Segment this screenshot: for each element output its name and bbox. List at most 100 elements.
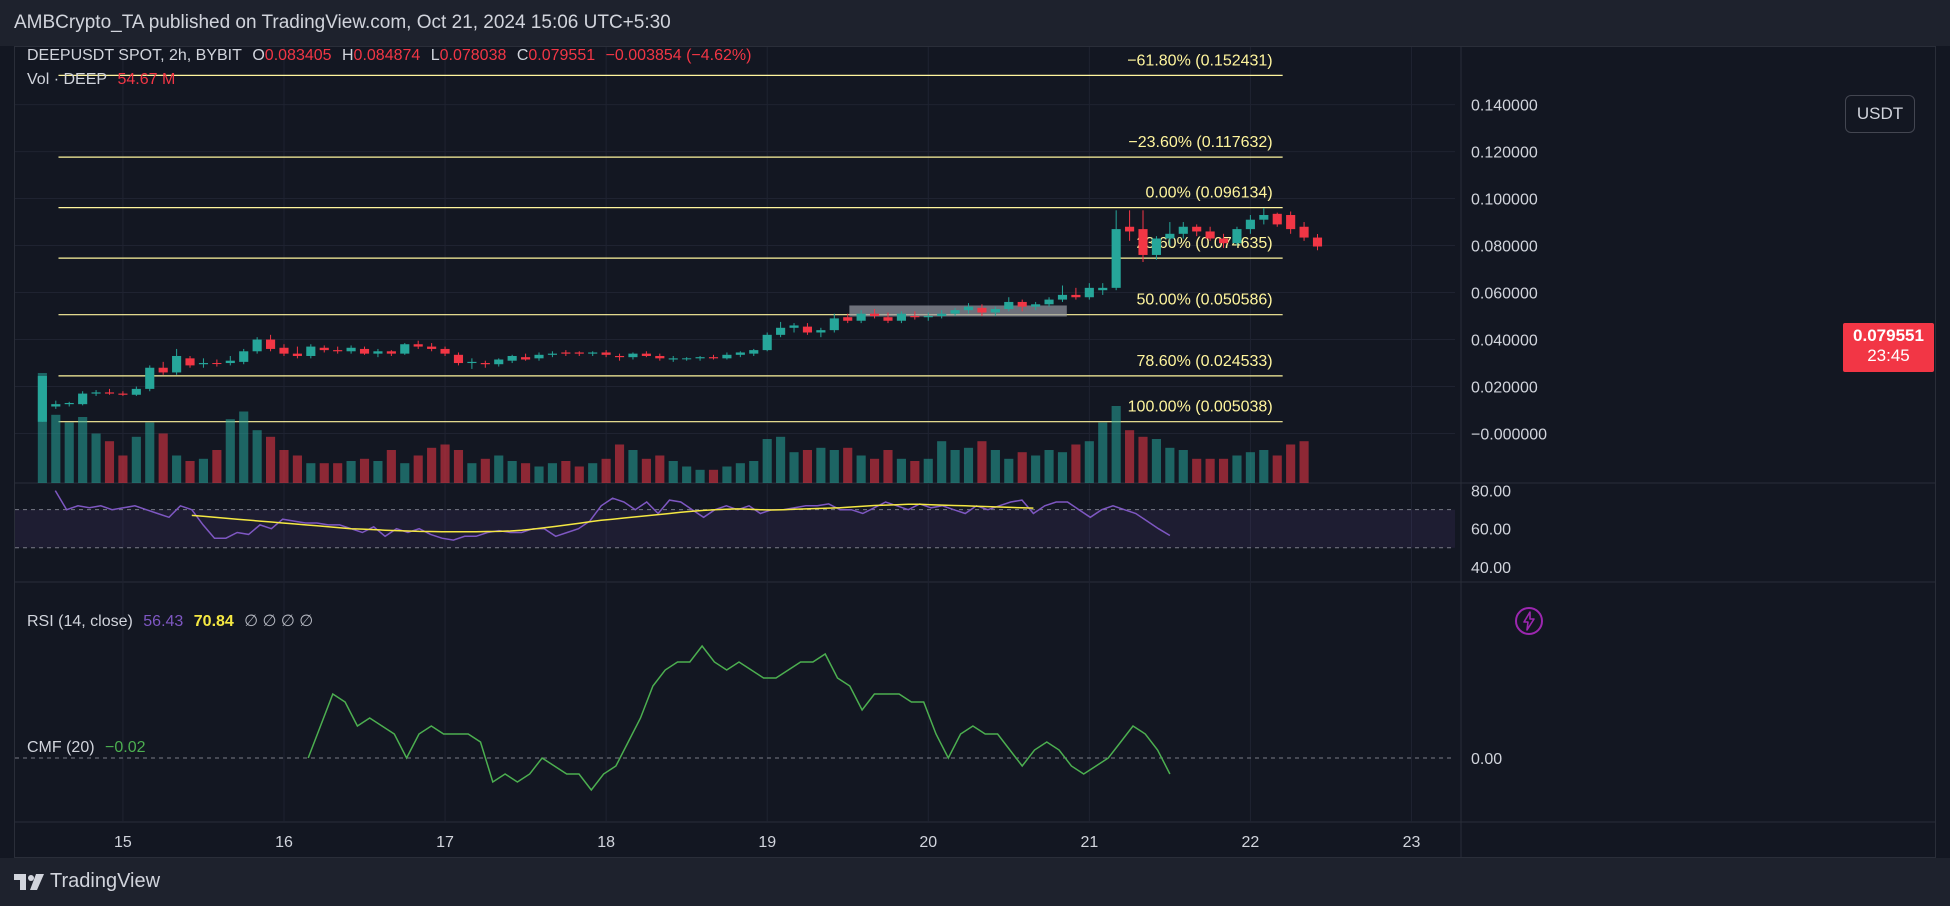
volume-bar: [386, 450, 396, 483]
cmf-tick-label: 0.00: [1471, 751, 1502, 768]
x-tick-label: 21: [1080, 834, 1098, 851]
chart-canvas[interactable]: −61.80% (0.152431) −23.60% (0.117632) 0.00…: [15, 47, 1935, 857]
volume-bar: [279, 450, 289, 483]
volume-label[interactable]: Vol · DEEP: [27, 71, 108, 88]
volume-bar: [239, 411, 249, 483]
candle-body: [950, 310, 960, 314]
cmf-label[interactable]: CMF (20): [27, 739, 95, 756]
candle-body: [440, 348, 450, 354]
volume-bar: [212, 450, 222, 483]
volume-bar: [453, 450, 464, 483]
volume-bar: [118, 455, 128, 483]
fib-level-label: 50.00% (0.050586): [1137, 292, 1273, 309]
candle-body: [359, 348, 370, 354]
volume-bar: [588, 463, 598, 483]
volume-bar: [306, 463, 316, 483]
candle-body: [1004, 301, 1014, 309]
y-tick-label: 0.060000: [1471, 286, 1538, 303]
candle-body: [896, 313, 906, 321]
candle-body: [1017, 301, 1027, 307]
rsi-label[interactable]: RSI (14, close): [27, 613, 133, 630]
candle-body: [762, 334, 772, 351]
candle-body: [802, 326, 813, 333]
candle-body: [628, 353, 638, 358]
volume-bar: [1165, 447, 1175, 483]
candle-body: [1192, 226, 1202, 232]
volume-bar: [1098, 422, 1108, 483]
candle-body: [977, 307, 987, 313]
candle-body: [1218, 238, 1229, 244]
last-price: 0.079551: [1853, 326, 1924, 345]
candle-body: [1125, 226, 1135, 232]
volume-bar: [1299, 441, 1309, 483]
volume-bar: [1057, 452, 1068, 483]
candle-layer: [37, 207, 1323, 422]
volume-bar: [735, 463, 745, 483]
candle-body: [64, 402, 74, 405]
volume-bar: [722, 466, 732, 483]
currency-button[interactable]: USDT: [1845, 95, 1915, 133]
last-price-tag: 0.079551 23:45: [1843, 323, 1934, 372]
volume-bar: [843, 447, 853, 483]
cmf-value: −0.02: [105, 739, 146, 756]
volume-bar: [1286, 444, 1296, 483]
volume-bar: [185, 461, 195, 483]
axis-layer: 15 16 17 18 19 20 21 22 23 0.140000 0.120000 0.1000…: [114, 98, 1547, 851]
volume-bar: [561, 461, 571, 483]
publisher-text: AMBCrypto_TA published on TradingView.co…: [14, 12, 671, 33]
candle-body: [306, 346, 316, 356]
tradingview-logo[interactable]: TradingView: [14, 870, 160, 893]
candle-body: [507, 355, 517, 361]
candle-body: [749, 350, 759, 354]
candle-body: [789, 325, 799, 328]
volume-bar: [292, 455, 302, 483]
volume-bar: [252, 430, 262, 483]
candle-body: [104, 392, 115, 394]
rsi-line: [54, 490, 1171, 541]
candle-body: [1138, 229, 1148, 255]
volume-bar: [1031, 455, 1041, 483]
candle-body: [239, 351, 249, 362]
candle-body: [1286, 215, 1296, 230]
volume-bar: [574, 466, 584, 483]
chart-frame[interactable]: −61.80% (0.152431) −23.60% (0.117632) 0.00…: [14, 46, 1936, 858]
candle-body: [1165, 233, 1175, 239]
candle-body: [1071, 294, 1081, 298]
footer-bar: [0, 858, 1950, 906]
x-tick-label: 17: [436, 834, 454, 851]
candle-body: [252, 339, 262, 352]
candle-body: [212, 363, 222, 365]
candle-body: [1151, 238, 1161, 255]
candle-body: [722, 354, 732, 359]
candle-body: [1205, 231, 1215, 239]
open-value: 0.083405: [264, 47, 332, 64]
lightning-icon[interactable]: [1515, 607, 1543, 635]
rsi-legend: RSI (14, close) 56.43 70.84 ∅ ∅ ∅ ∅: [27, 611, 319, 631]
open-key: O: [252, 47, 265, 64]
x-tick-label: 22: [1242, 834, 1260, 851]
candle-body: [708, 357, 719, 359]
publish-header: AMBCrypto_TA published on TradingView.co…: [0, 0, 1950, 46]
rsi-ma-value: 70.84: [193, 613, 234, 630]
candle-body: [453, 354, 464, 364]
volume-bar: [628, 450, 638, 483]
candle-body: [467, 361, 477, 364]
candle-body: [1044, 299, 1054, 305]
candle-body: [870, 313, 880, 317]
volume-bar: [91, 433, 101, 483]
candle-body: [735, 352, 745, 355]
x-tick-label: 18: [597, 834, 615, 851]
candle-body: [172, 355, 182, 373]
symbol-name[interactable]: DEEPUSDT SPOT, 2h, BYBIT: [27, 47, 242, 64]
candle-body: [292, 353, 302, 356]
candle-body: [937, 313, 947, 317]
volume-bar: [104, 441, 115, 483]
candle-body: [574, 352, 584, 354]
volume-bar: [937, 441, 947, 483]
volume-bar: [319, 463, 329, 483]
volume-bar: [427, 447, 437, 483]
volume-bar: [708, 469, 719, 483]
candle-body: [695, 357, 705, 359]
volume-bar: [829, 450, 839, 483]
candle-body: [1057, 294, 1068, 300]
